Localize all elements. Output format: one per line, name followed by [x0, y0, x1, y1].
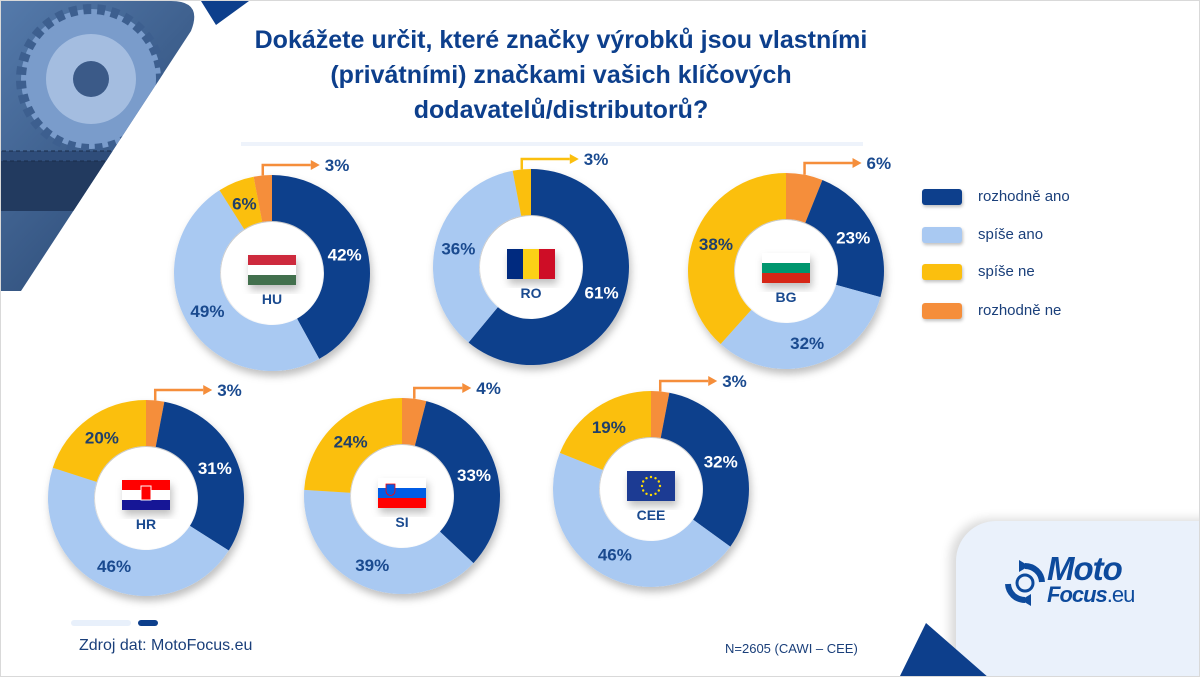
- slice-spise-ano: [720, 284, 881, 369]
- data-label-rozhodne-ano: 32%: [704, 452, 738, 471]
- eu-flag-icon: [627, 471, 675, 501]
- slice-spise-ano: [304, 489, 474, 594]
- croatia-flag-icon: [122, 480, 170, 510]
- slovenia-flag-icon: [378, 478, 426, 508]
- legend-swatch: [922, 227, 962, 243]
- data-label-spise-ne: 20%: [85, 428, 119, 447]
- data-label-spise-ano: 46%: [598, 546, 632, 565]
- donut-hr: [48, 400, 244, 596]
- slice-spise-ano: [553, 452, 731, 587]
- country-label: SI: [395, 514, 408, 530]
- data-label-spise-ano: 46%: [97, 557, 131, 576]
- slice-rozhodne-ano: [805, 180, 884, 298]
- legend-label: spíše ano: [978, 226, 1044, 243]
- sample-size: N=2605 (CAWI – CEE): [725, 641, 858, 656]
- data-label-rozhodne-ano: 31%: [198, 459, 232, 478]
- legend-swatch: [922, 189, 962, 205]
- slice-rozhodne-ano: [272, 175, 370, 359]
- country-label: RO: [521, 285, 542, 301]
- callout-label: 3%: [722, 372, 747, 391]
- title-line-2: (privátními) značkami vašich klíčových: [330, 61, 792, 89]
- data-label-rozhodne-ano: 42%: [328, 245, 362, 264]
- callout-label: 6%: [867, 154, 892, 173]
- hungary-flag-icon: [248, 255, 296, 285]
- callout-arrow: [413, 383, 472, 399]
- slice-rozhodne-ano: [414, 401, 501, 564]
- slice-spise-ne: [304, 397, 402, 493]
- slice-rozhodne-ne: [651, 391, 670, 438]
- engine-gear-photo: [1, 1, 195, 291]
- corner-decoration-bottom-right: [899, 623, 987, 676]
- donut-hu: [174, 175, 370, 371]
- slice-rozhodne-ano: [468, 169, 629, 365]
- callout-arrow: [803, 158, 862, 175]
- data-label-spise-ne: 19%: [592, 418, 626, 437]
- refresh-arrows-icon: [1005, 560, 1045, 606]
- title-divider: [241, 142, 863, 146]
- slice-spise-ne: [52, 400, 146, 482]
- slice-rozhodne-ne: [786, 173, 823, 223]
- legend-label: spíše ne: [978, 263, 1035, 280]
- callout-label: 3%: [325, 156, 350, 175]
- slide-title: Dokážete určit, které značky výrobků jso…: [181, 23, 941, 128]
- romania-flag-icon: [507, 249, 555, 279]
- slice-rozhodne-ne: [146, 400, 165, 447]
- legend-label: rozhodně ano: [978, 188, 1070, 205]
- logo-suffix: .eu: [1106, 582, 1136, 607]
- slice-spise-ano: [48, 467, 229, 596]
- logo-text-focus: Focus.eu: [1047, 582, 1136, 608]
- slice-spise-ne: [559, 391, 651, 470]
- data-label-spise-ne: 24%: [334, 432, 368, 451]
- data-label-spise-ano: 36%: [441, 239, 475, 258]
- callout-label: 4%: [476, 379, 501, 398]
- donut-ro: [433, 169, 629, 365]
- bulgaria-flag-icon: [762, 253, 810, 283]
- slice-rozhodne-ano: [660, 392, 750, 547]
- data-label-rozhodne-ano: 33%: [457, 466, 491, 485]
- data-label-rozhodne-ano: 23%: [836, 229, 870, 248]
- slice-spise-ano: [433, 170, 522, 343]
- data-label-spise-ano: 49%: [190, 302, 224, 321]
- slice-rozhodne-ano: [155, 401, 244, 551]
- callout-arrow: [261, 160, 320, 176]
- slice-spise-ne: [512, 169, 531, 216]
- legend-swatch: [922, 264, 962, 280]
- country-label: CEE: [637, 507, 666, 523]
- logo-text-moto: Moto: [1047, 550, 1123, 587]
- data-label-spise-ne: 38%: [699, 235, 733, 254]
- callout-arrow: [153, 385, 213, 401]
- motofocus-logo: Moto Focus.eu: [1003, 550, 1153, 614]
- pager-indicator-inactive: [71, 620, 131, 626]
- callout-arrow: [520, 154, 579, 170]
- data-label-spise-ano: 39%: [355, 556, 389, 575]
- slice-rozhodne-ne: [402, 398, 427, 446]
- donut-cee: [553, 391, 750, 587]
- title-line-1: Dokážete určit, které značky výrobků jso…: [254, 26, 868, 54]
- legend-label: rozhodně ne: [978, 302, 1062, 319]
- corner-decoration: [201, 1, 249, 25]
- country-label: HU: [262, 291, 282, 307]
- slice-spise-ne: [688, 173, 786, 345]
- country-label: HR: [136, 516, 156, 532]
- callout-label: 3%: [217, 381, 242, 400]
- title-line-3: dodavatelů/distributorů?: [413, 96, 709, 124]
- donut-si: [304, 397, 501, 594]
- data-label-rozhodne-ano: 61%: [585, 283, 619, 302]
- slice-spise-ano: [174, 190, 320, 371]
- data-label-spise-ne: 6%: [232, 194, 257, 213]
- slice-spise-ne: [219, 176, 263, 230]
- callout-label: 3%: [584, 150, 609, 169]
- callout-arrow: [658, 376, 718, 392]
- data-source: Zdroj dat: MotoFocus.eu: [79, 637, 253, 654]
- logo-focus: Focus: [1047, 582, 1108, 607]
- logo-panel: [956, 521, 1199, 676]
- donut-bg: [688, 173, 884, 369]
- legend-swatch: [922, 303, 962, 319]
- country-label: BG: [776, 289, 797, 305]
- pager-indicator-active: [138, 620, 158, 626]
- data-label-spise-ano: 32%: [790, 334, 824, 353]
- slice-rozhodne-ne: [253, 175, 272, 222]
